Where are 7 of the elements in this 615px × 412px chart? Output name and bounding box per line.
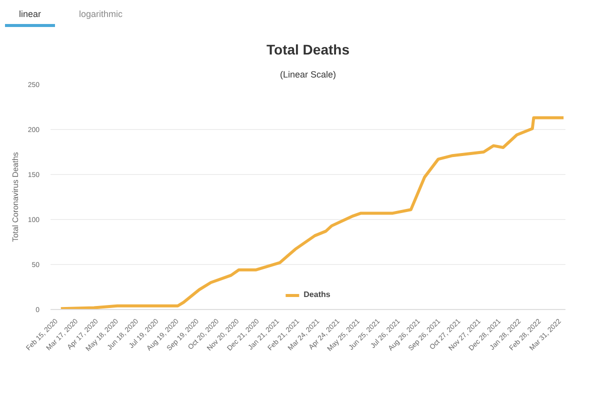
legend-label: Deaths bbox=[304, 290, 330, 299]
text: logarithmic bbox=[78, 8, 124, 21]
chart-title: Total Deaths bbox=[266, 42, 350, 58]
text: linear bbox=[5, 5, 56, 27]
y-axis-title: Total Coronavirus Deaths bbox=[10, 152, 20, 242]
chart-subtitle: (Linear Scale) bbox=[280, 70, 336, 80]
line-series bbox=[59, 116, 566, 310]
